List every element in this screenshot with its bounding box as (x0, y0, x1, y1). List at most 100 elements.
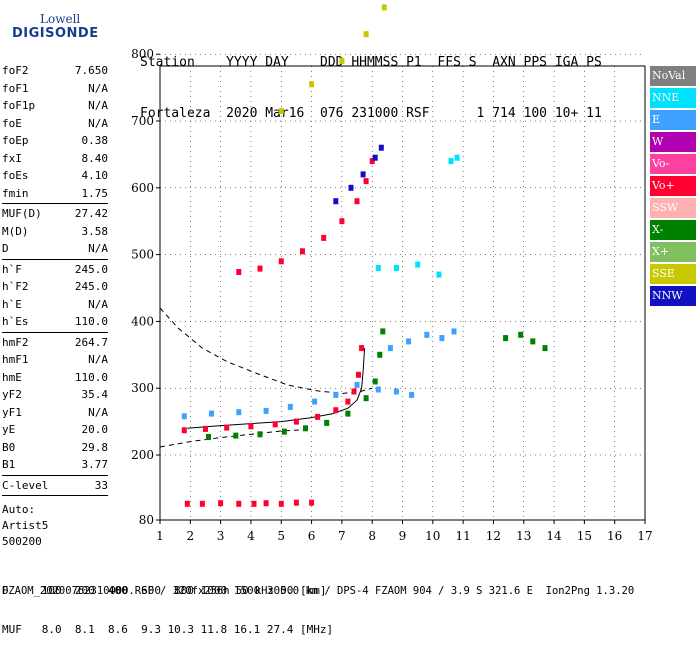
echo-point (542, 345, 548, 352)
param-name: B0 (2, 440, 16, 454)
echo-point (315, 413, 321, 420)
legend-x-: X- (650, 220, 696, 240)
echo-point (184, 500, 190, 507)
x-tick-label: 7 (338, 529, 346, 543)
echo-point (257, 431, 263, 438)
digisonde-logo: Lowell DIGISONDE (6, 8, 98, 42)
polarization-legend: NoVal NNE E W Vo- Vo+ SSW X- X+ SSE NNW (650, 66, 696, 308)
param-value: 8.40 (81, 151, 109, 165)
echo-point (454, 154, 460, 161)
echo-point (199, 500, 205, 507)
logo-lowell: Lowell (40, 12, 81, 26)
echo-point (278, 108, 284, 114)
param-name: fxI (2, 151, 22, 165)
param-name: h`F2 (2, 280, 29, 293)
echo-point (333, 407, 339, 414)
param-value: 0.38 (81, 134, 109, 147)
param-row: C-level 33 (2, 477, 108, 495)
param-value: 29.8 (81, 440, 109, 454)
param-name: D (2, 242, 9, 255)
param-row: h`F 245.0 (2, 261, 108, 279)
echo-point (339, 218, 345, 225)
echo-point (530, 338, 536, 345)
param-value: 110.0 (74, 315, 108, 328)
y-tick-label: 80 (139, 513, 154, 527)
x-tick-label: 5 (277, 529, 285, 543)
param-value: N/A (88, 242, 108, 255)
param-row: foF2 7.650 (2, 62, 108, 80)
param-value: 4.10 (81, 169, 109, 182)
echo-point (451, 328, 457, 335)
x-tick-label: 10 (425, 529, 440, 543)
x-tick-label: 13 (516, 529, 531, 543)
echo-point (236, 500, 242, 507)
model-curve (187, 348, 366, 429)
param-value: 35.4 (81, 388, 109, 401)
param-value: N/A (88, 405, 108, 419)
muf-table: D 100 200 400 600 800 1000 1500 3000 [km… (2, 558, 333, 649)
param-name: B1 (2, 458, 16, 471)
ionogram-plot: 1 2 3 4 5 6 7 8 9 10 11 12 13 14 15 16 17802003004005006… (131, 4, 653, 543)
echo-point (424, 331, 430, 338)
echo-point (378, 144, 384, 151)
echo-point (377, 351, 383, 358)
param-row: h`Es 110.0 (2, 313, 108, 331)
x-tick-label: 8 (368, 529, 376, 543)
param-row: foEs 4.10 (2, 167, 108, 185)
param-name: foF1 (2, 81, 29, 95)
echo-point (345, 398, 351, 405)
echo-point (278, 258, 284, 265)
x-tick-label: 1 (156, 529, 164, 543)
echo-point (363, 395, 369, 402)
echo-point (360, 171, 366, 178)
auto-line2: Artist5 (2, 519, 49, 532)
param-name: hmF1 (2, 353, 29, 366)
echo-point (372, 154, 378, 161)
autoscaling-info: Auto: Artist5 500200 (2, 502, 108, 550)
echo-point (439, 335, 445, 342)
param-name: M(D) (2, 224, 29, 238)
echo-point (356, 371, 361, 378)
model-curve (159, 307, 373, 395)
param-name: yE (2, 423, 16, 436)
y-tick-label: 400 (131, 314, 154, 328)
param-row: fmin 1.75 (2, 185, 108, 203)
param-name: hmF2 (2, 335, 29, 349)
distance-row: D 100 200 400 600 800 1000 1500 3000 [km… (2, 584, 327, 597)
echo-point (248, 423, 254, 430)
echo-point (393, 388, 399, 395)
param-separator (2, 474, 108, 476)
param-name: hmE (2, 370, 22, 384)
param-row: foF1 N/A (2, 80, 108, 98)
echo-point (448, 158, 454, 165)
param-row: foF1p N/A (2, 97, 108, 115)
legend-sse: SSE (650, 264, 696, 284)
legend-w: W (650, 132, 696, 152)
echo-point (209, 410, 214, 417)
echo-point (293, 499, 299, 506)
param-name: h`E (2, 297, 22, 311)
param-name: yF1 (2, 405, 22, 419)
echo-point (363, 31, 369, 38)
echo-point (372, 378, 378, 385)
param-name: foE (2, 116, 22, 130)
echo-point (287, 403, 293, 410)
x-tick-label: 6 (308, 529, 316, 543)
echo-point (224, 424, 230, 431)
param-row: hmF1 N/A (2, 351, 108, 369)
param-value: 1.75 (81, 186, 109, 200)
echo-point (354, 381, 360, 388)
param-row: yF1 N/A (2, 404, 108, 422)
param-separator (2, 495, 108, 496)
param-row: foE N/A (2, 115, 108, 133)
param-row: B1 3.77 (2, 456, 108, 474)
param-separator (2, 258, 108, 260)
param-row: foEp 0.38 (2, 132, 108, 150)
echo-point (369, 158, 375, 165)
echo-point (281, 428, 287, 435)
param-separator (2, 203, 108, 204)
y-tick-label: 500 (131, 248, 154, 262)
echo-point (436, 271, 442, 278)
param-value: 110.0 (74, 370, 108, 384)
y-tick-label: 800 (131, 47, 154, 61)
